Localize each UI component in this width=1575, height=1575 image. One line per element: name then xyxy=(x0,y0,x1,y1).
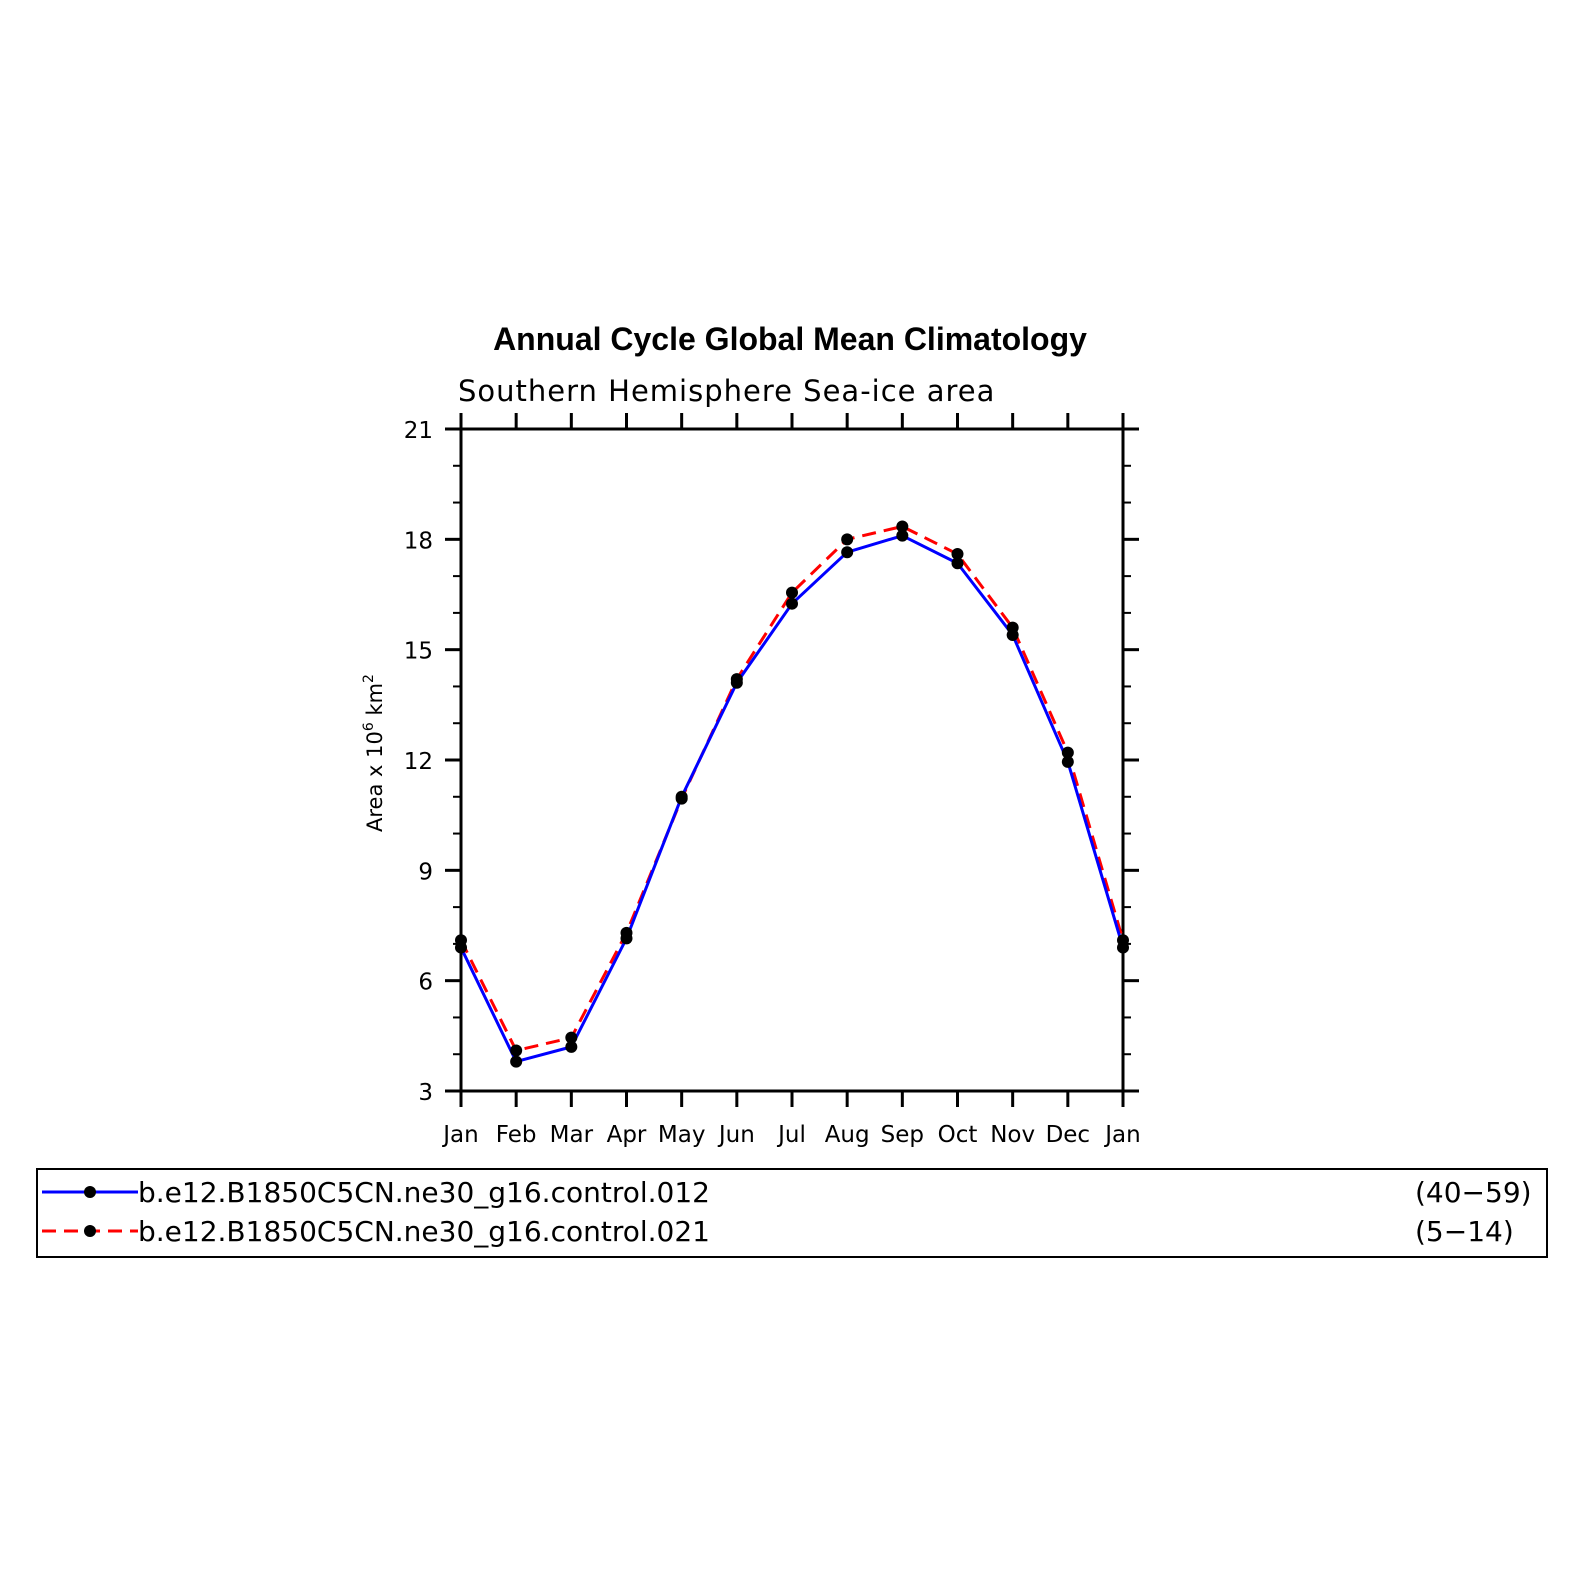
y-axis-label-exponent-1: 6 xyxy=(361,722,377,731)
y-axis-label-exponent-2: 2 xyxy=(361,674,377,683)
axes-layer: Jan Feb Mar Apr May Jun Jul Aug Sep Oct Nov Dec Jan 3… xyxy=(404,413,1141,1148)
y-axis-label: Area x 106 km2 xyxy=(361,674,387,832)
series-1-point xyxy=(510,1055,523,1068)
series-2-point xyxy=(786,586,798,599)
y-tick-label: 15 xyxy=(404,639,433,665)
legend-years-2: (5−14) xyxy=(1415,1215,1514,1248)
y-tick-label: 3 xyxy=(418,1080,433,1106)
y-axis-label-unit: km xyxy=(363,683,387,722)
series-2-point xyxy=(1117,934,1129,947)
x-tick-label: Mar xyxy=(550,1122,594,1148)
x-tick-label: Apr xyxy=(607,1122,647,1148)
x-tick-label: May xyxy=(658,1122,706,1148)
series-2-point xyxy=(951,548,964,561)
legend-years-1: (40−59) xyxy=(1415,1176,1532,1209)
legend: b.e12.B1850C5CN.ne30_g16.control.012 (40−… xyxy=(42,1176,1532,1248)
legend-label-2: b.e12.B1850C5CN.ne30_g16.control.021 xyxy=(138,1215,710,1248)
series-2-point xyxy=(1061,746,1074,759)
legend-marker-1 xyxy=(84,1186,96,1198)
y-tick-label: 12 xyxy=(404,749,433,775)
series-2-point xyxy=(841,533,854,546)
legend-label-1: b.e12.B1850C5CN.ne30_g16.control.012 xyxy=(138,1176,710,1209)
x-tick-label: Aug xyxy=(825,1122,870,1148)
series-2-point xyxy=(455,934,467,947)
series-1-point xyxy=(1061,755,1074,768)
chart-subtitle: Southern Hemisphere Sea-ice area xyxy=(458,374,995,408)
x-tick-label: Jun xyxy=(717,1122,755,1148)
series-1-point xyxy=(786,597,798,610)
y-tick-label: 6 xyxy=(418,970,433,996)
series-2-point xyxy=(565,1031,578,1044)
x-tick-label: Jul xyxy=(776,1122,806,1148)
series-2-point xyxy=(730,673,743,686)
x-tick-label: Oct xyxy=(938,1122,978,1148)
series-2-point xyxy=(620,926,633,939)
y-axis-label-prefix: Area x 10 xyxy=(363,731,387,832)
series-1-point xyxy=(896,529,909,542)
x-tick-label: Sep xyxy=(881,1122,924,1148)
legend-marker-2 xyxy=(84,1225,96,1237)
y-tick-label: 21 xyxy=(404,418,433,444)
series-2-point xyxy=(1006,621,1019,634)
legend-box xyxy=(36,1168,1548,1258)
series-2-point xyxy=(896,520,909,533)
y-tick-label: 18 xyxy=(404,528,433,554)
series-layer xyxy=(455,520,1129,1068)
series-2-point xyxy=(510,1044,523,1057)
plot-frame xyxy=(459,427,1125,1093)
series-2-point xyxy=(675,792,688,805)
x-tick-label: Nov xyxy=(990,1122,1035,1148)
series-1-point xyxy=(841,546,854,559)
series-line-1 xyxy=(459,534,1125,1064)
x-tick-label: Jan xyxy=(1103,1122,1140,1148)
x-tick-label: Feb xyxy=(496,1122,537,1148)
svg-text:Area x 106 km2: Area x 106 km2 xyxy=(361,674,387,832)
chart-title: Annual Cycle Global Mean Climatology xyxy=(493,321,1087,357)
series-1-point xyxy=(951,557,964,570)
series-1-point xyxy=(565,1040,578,1053)
y-tick-label: 9 xyxy=(418,859,433,885)
x-tick-label: Jan xyxy=(441,1122,478,1148)
x-tick-label: Dec xyxy=(1046,1122,1091,1148)
